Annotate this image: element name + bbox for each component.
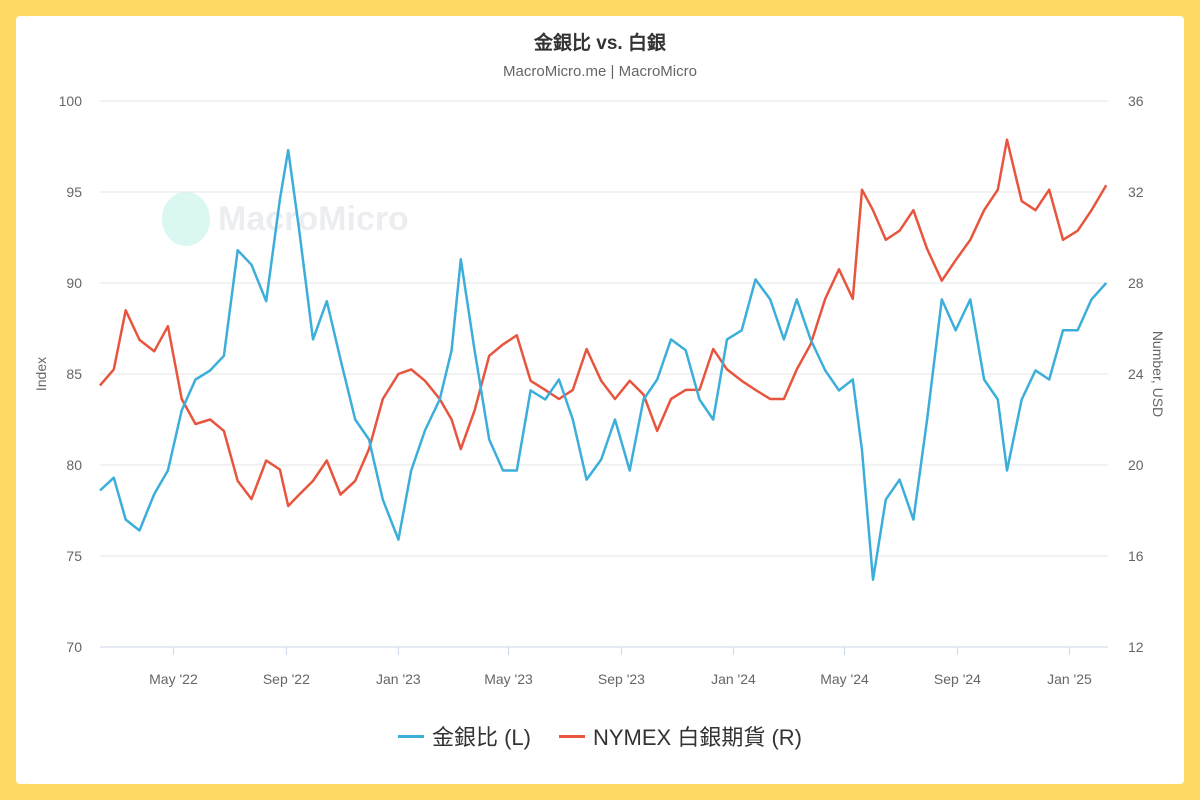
x-tick-label: Sep '22 xyxy=(263,671,310,687)
legend-swatch xyxy=(397,734,424,738)
chart-subtitle: MacroMicro.me | MacroMicro xyxy=(503,63,697,80)
x-tick-label: May '24 xyxy=(820,671,869,687)
x-tick-label: May '22 xyxy=(149,671,198,687)
y-right-tick-label: 20 xyxy=(1128,457,1144,473)
macromicro-logo-icon xyxy=(162,192,210,246)
y-left-tick-label: 100 xyxy=(59,93,83,109)
x-tick-label: May '23 xyxy=(484,671,533,687)
y-left-tick-label: 75 xyxy=(66,548,82,564)
series-line-gold-silver-ratio xyxy=(99,148,1108,581)
x-tick-label: Sep '23 xyxy=(598,671,645,687)
x-tick-label: Jan '23 xyxy=(376,671,421,687)
y-left-tick-label: 80 xyxy=(66,457,82,473)
x-tick-label: Jan '24 xyxy=(711,671,756,687)
y-right-tick-label: 12 xyxy=(1128,639,1144,655)
x-tick-label: Jan '25 xyxy=(1047,671,1092,687)
y-right-tick-label: 28 xyxy=(1128,275,1144,291)
y-right-axis-title: Number, USD xyxy=(1150,331,1166,417)
y-left-tick-label: 95 xyxy=(66,184,82,200)
chart-card xyxy=(16,16,1184,784)
y-left-tick-label: 70 xyxy=(66,639,82,655)
y-right-tick-label: 36 xyxy=(1128,93,1144,109)
y-left-tick-label: 90 xyxy=(66,275,82,291)
y-right-tick-label: 32 xyxy=(1128,184,1144,200)
y-right-tick-label: 16 xyxy=(1128,548,1144,564)
legend-swatch xyxy=(559,734,585,738)
legend: 金銀比 (L) NYMEX 白銀期貨 (R) xyxy=(0,720,1200,752)
y-left-tick-label: 85 xyxy=(66,366,82,382)
chart-title: 金銀比 vs. 白銀 xyxy=(534,33,666,54)
legend-item-gold-silver-ratio[interactable]: 金銀比 (L) xyxy=(397,720,531,752)
series-line-silver-futures xyxy=(99,138,1108,508)
y-left-axis-title: Index xyxy=(33,357,49,391)
legend-item-silver-futures[interactable]: NYMEX 白銀期貨 (R) xyxy=(559,720,802,752)
watermark-logo: MacroMicro xyxy=(162,192,409,246)
x-tick-label: Sep '24 xyxy=(934,671,981,687)
y-right-tick-label: 24 xyxy=(1128,366,1144,382)
